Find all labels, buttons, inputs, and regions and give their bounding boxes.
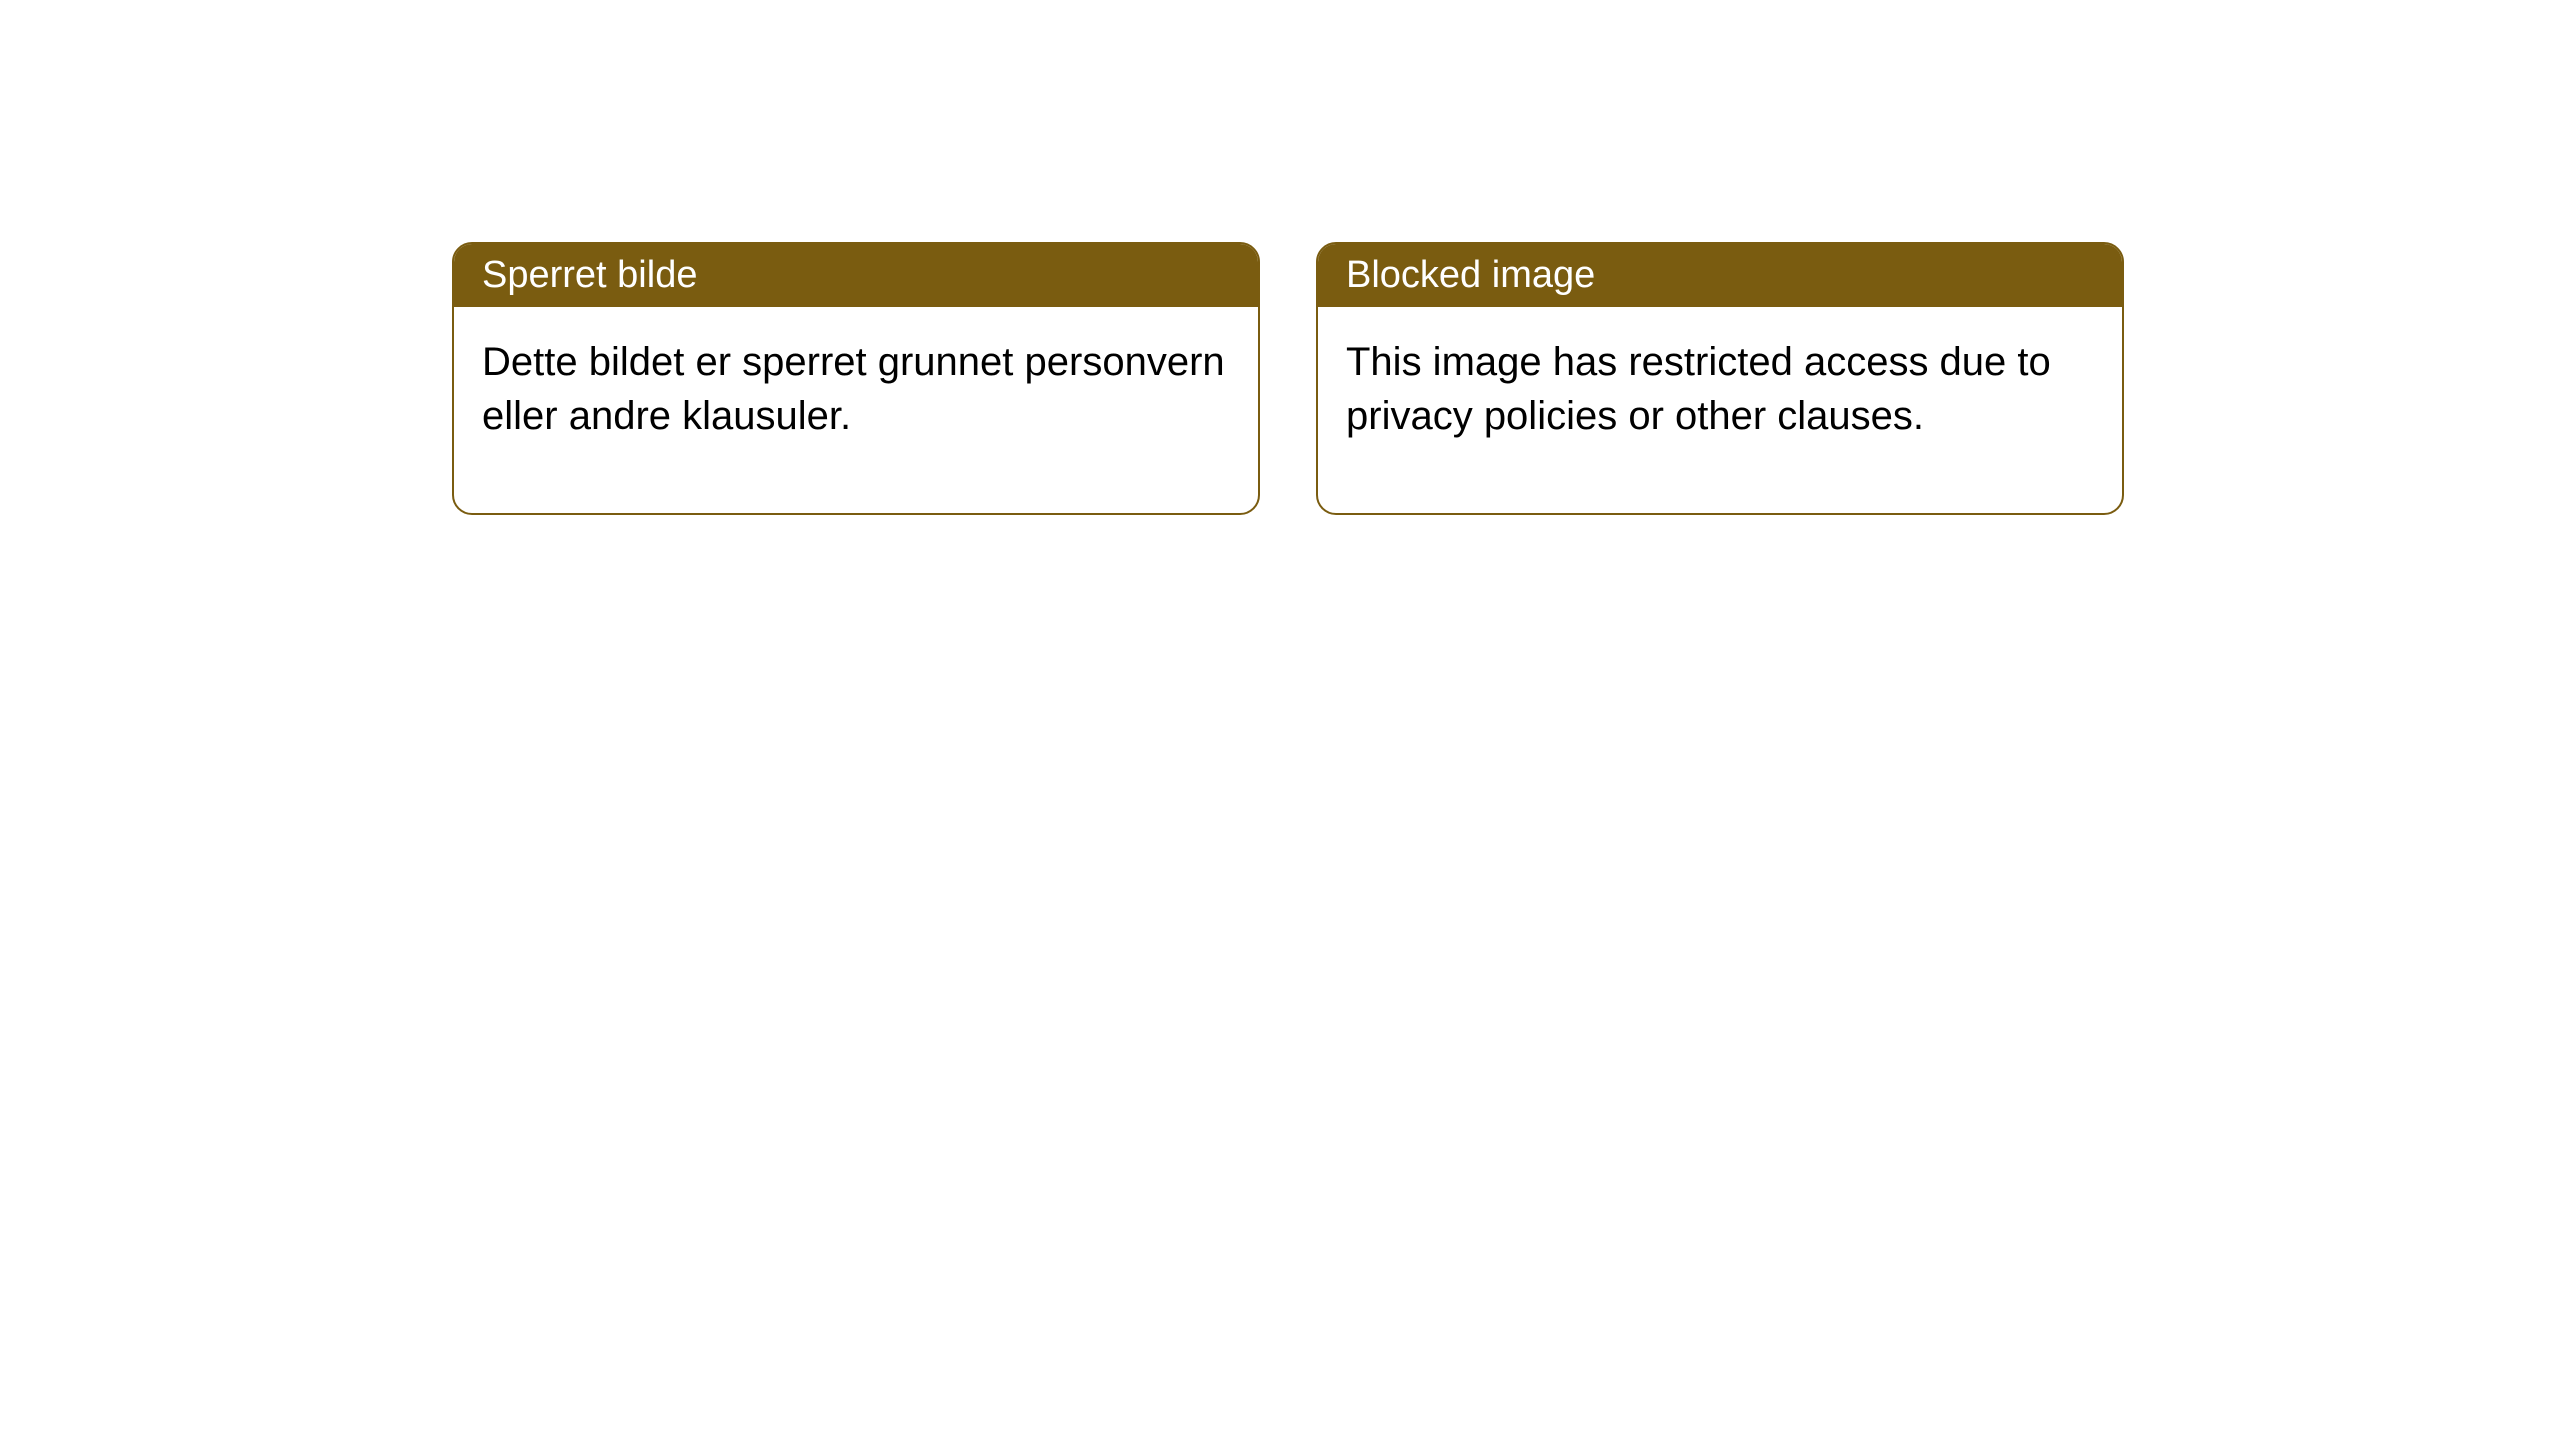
card-header: Blocked image bbox=[1318, 244, 2122, 307]
card-title: Blocked image bbox=[1346, 254, 1595, 296]
card-body-text: This image has restricted access due to … bbox=[1346, 340, 2051, 438]
notice-card-norwegian: Sperret bilde Dette bildet er sperret gr… bbox=[452, 242, 1260, 515]
card-body: Dette bildet er sperret grunnet personve… bbox=[454, 307, 1258, 513]
card-body-text: Dette bildet er sperret grunnet personve… bbox=[482, 340, 1225, 438]
notice-card-english: Blocked image This image has restricted … bbox=[1316, 242, 2124, 515]
card-title: Sperret bilde bbox=[482, 254, 697, 296]
notice-cards-container: Sperret bilde Dette bildet er sperret gr… bbox=[452, 242, 2124, 515]
card-header: Sperret bilde bbox=[454, 244, 1258, 307]
card-body: This image has restricted access due to … bbox=[1318, 307, 2122, 513]
